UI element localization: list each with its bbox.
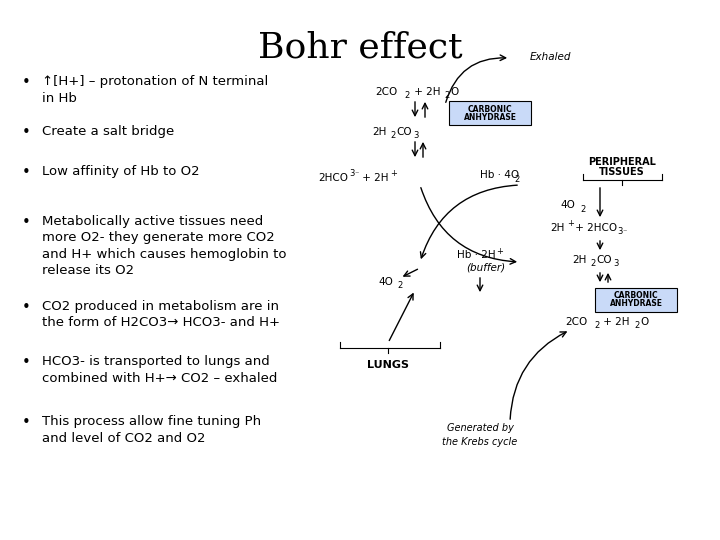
Text: •: • <box>22 75 31 90</box>
Text: ⁻: ⁻ <box>622 227 626 237</box>
Text: 2: 2 <box>397 281 402 291</box>
Text: CO2 produced in metabolism are in
the form of H2CO3→ HCO3- and H+: CO2 produced in metabolism are in the fo… <box>42 300 280 329</box>
Text: 2CO: 2CO <box>375 87 397 97</box>
Text: + 2H: + 2H <box>600 317 629 327</box>
Text: CO: CO <box>396 127 412 137</box>
Text: O: O <box>450 87 458 97</box>
Text: 2: 2 <box>590 260 595 268</box>
Text: + 2HCO: + 2HCO <box>572 223 617 233</box>
Text: ANHYDRASE: ANHYDRASE <box>610 300 662 308</box>
Text: Hb · 4O: Hb · 4O <box>480 170 519 180</box>
Text: 2: 2 <box>404 91 409 100</box>
Text: Low affinity of Hb to O2: Low affinity of Hb to O2 <box>42 165 199 178</box>
Text: Generated by: Generated by <box>446 423 513 433</box>
Text: + 2H: + 2H <box>359 173 389 183</box>
Text: 2: 2 <box>594 321 599 330</box>
Text: O: O <box>640 317 648 327</box>
FancyBboxPatch shape <box>449 101 531 125</box>
Text: •: • <box>22 415 31 430</box>
Text: CARBONIC: CARBONIC <box>468 105 513 113</box>
Text: 2: 2 <box>514 174 519 184</box>
FancyBboxPatch shape <box>595 288 677 312</box>
Text: 2: 2 <box>580 205 585 213</box>
Text: 2CO: 2CO <box>565 317 588 327</box>
Text: Hb · 2H: Hb · 2H <box>457 250 495 260</box>
Text: Metabolically active tissues need
more O2- they generate more CO2
and H+ which c: Metabolically active tissues need more O… <box>42 215 287 278</box>
Text: 3: 3 <box>617 227 622 237</box>
Text: 3: 3 <box>413 132 418 140</box>
Text: (buffer): (buffer) <box>466 263 505 273</box>
Text: 2: 2 <box>634 321 639 330</box>
Text: +: + <box>567 219 574 228</box>
Text: CARBONIC: CARBONIC <box>613 292 658 300</box>
Text: + 2H: + 2H <box>411 87 441 97</box>
Text: the Krebs cycle: the Krebs cycle <box>442 437 518 447</box>
Text: HCO3- is transported to lungs and
combined with H+→ CO2 – exhaled: HCO3- is transported to lungs and combin… <box>42 355 277 384</box>
Text: This process allow fine tuning Ph
and level of CO2 and O2: This process allow fine tuning Ph and le… <box>42 415 261 444</box>
Text: PERIPHERAL: PERIPHERAL <box>588 157 656 167</box>
Text: •: • <box>22 300 31 315</box>
Text: LUNGS: LUNGS <box>367 360 409 370</box>
Text: CO: CO <box>596 255 611 265</box>
Text: •: • <box>22 355 31 370</box>
Text: +: + <box>390 170 397 179</box>
Text: 2: 2 <box>444 91 449 100</box>
Text: •: • <box>22 165 31 180</box>
Text: 4O: 4O <box>560 200 575 210</box>
Text: Create a salt bridge: Create a salt bridge <box>42 125 174 138</box>
Text: 4O: 4O <box>378 277 393 287</box>
Text: ⁻: ⁻ <box>354 170 359 179</box>
Text: 2: 2 <box>390 132 395 140</box>
Text: 3: 3 <box>349 170 354 179</box>
Text: ANHYDRASE: ANHYDRASE <box>464 112 516 122</box>
Text: ↑[H+] – protonation of N terminal
in Hb: ↑[H+] – protonation of N terminal in Hb <box>42 75 269 105</box>
Text: 2HCO: 2HCO <box>318 173 348 183</box>
Text: Exhaled: Exhaled <box>530 52 572 62</box>
Text: TISSUES: TISSUES <box>599 167 645 177</box>
Text: 2H: 2H <box>550 223 564 233</box>
Text: 3: 3 <box>613 260 618 268</box>
Text: +: + <box>496 246 503 255</box>
Text: 2H: 2H <box>572 255 586 265</box>
Text: Bohr effect: Bohr effect <box>258 30 462 64</box>
Text: •: • <box>22 125 31 140</box>
Text: •: • <box>22 215 31 230</box>
Text: 2H: 2H <box>372 127 387 137</box>
